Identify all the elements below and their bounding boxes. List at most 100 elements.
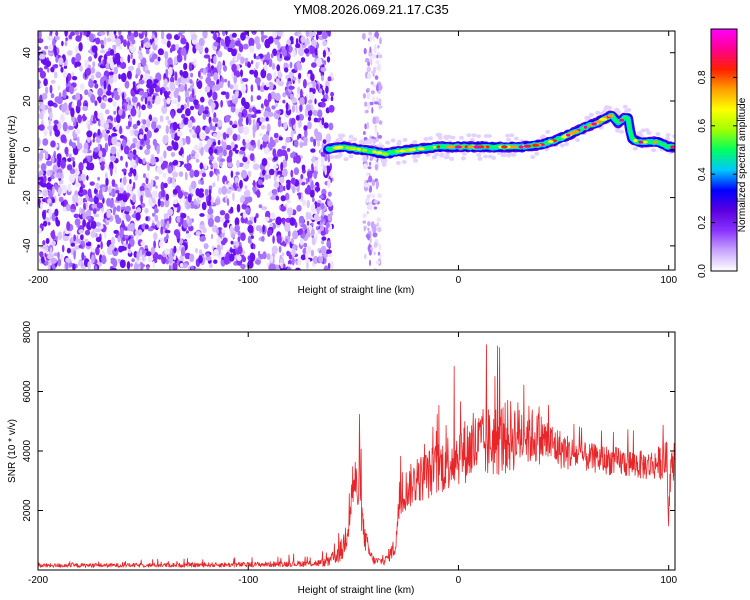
noise-blob — [362, 93, 366, 99]
signal-peak — [345, 146, 351, 150]
noise-blob — [255, 213, 259, 219]
noise-blob — [165, 125, 169, 135]
noise-blob — [363, 47, 367, 55]
noise-blob — [208, 185, 213, 190]
noise-blob — [87, 155, 91, 163]
noise-blob — [201, 172, 207, 178]
noise-blob — [190, 265, 195, 270]
noise-blob — [93, 196, 99, 205]
noise-blob — [97, 112, 104, 120]
noise-blob — [106, 197, 112, 207]
signal-halo-blob — [470, 137, 475, 142]
noise-blob — [297, 119, 302, 129]
noise-blob — [139, 185, 145, 192]
noise-blob — [45, 60, 52, 68]
noise-blob — [372, 225, 377, 233]
noise-blob — [180, 212, 187, 219]
noise-blob — [373, 199, 379, 204]
noise-blob — [245, 116, 249, 126]
noise-blob — [249, 153, 255, 162]
noise-blob — [44, 260, 49, 266]
noise-blob — [100, 164, 105, 171]
noise-blob — [241, 84, 247, 93]
noise-blob — [139, 249, 143, 258]
noise-blob — [47, 198, 52, 204]
noise-blob — [152, 260, 155, 269]
noise-blob — [315, 233, 318, 243]
noise-blob — [290, 129, 294, 139]
noise-blob — [73, 234, 76, 242]
noise-blob — [226, 127, 233, 136]
noise-blob — [218, 187, 222, 195]
signal-halo-blob — [615, 128, 621, 133]
noise-blob — [362, 213, 367, 219]
noise-blob — [138, 158, 143, 164]
signal-halo-blob — [595, 110, 601, 115]
noise-blob — [120, 155, 123, 161]
noise-blob — [82, 148, 88, 154]
noise-blob — [94, 147, 99, 153]
noise-blob — [112, 100, 117, 107]
signal-halo-blob — [545, 129, 551, 134]
noise-blob — [254, 55, 261, 60]
noise-blob — [250, 94, 254, 103]
noise-blob — [188, 225, 194, 232]
noise-blob — [375, 66, 381, 70]
noise-blob — [217, 51, 223, 58]
noise-blob — [315, 57, 323, 67]
noise-blob — [327, 178, 331, 189]
noise-blob — [370, 58, 373, 66]
noise-blob — [219, 158, 226, 162]
noise-blob — [291, 248, 296, 258]
noise-blob — [230, 106, 236, 113]
noise-blob — [305, 93, 309, 99]
noise-blob — [122, 193, 128, 203]
signal-halo-blob — [343, 157, 349, 162]
noise-blob — [129, 222, 136, 232]
noise-blob — [58, 155, 62, 164]
noise-blob — [152, 41, 156, 49]
noise-blob — [184, 83, 188, 92]
signal-peak — [523, 144, 530, 148]
noise-blob — [221, 185, 228, 195]
noise-blob — [320, 148, 324, 153]
noise-blob — [139, 134, 144, 140]
noise-blob — [166, 145, 173, 151]
noise-blob — [247, 235, 252, 244]
noise-blob — [319, 252, 322, 257]
noise-blob — [372, 232, 378, 238]
signal-halo-blob — [459, 135, 464, 140]
signal-halo-blob — [437, 135, 443, 140]
noise-blob — [248, 107, 253, 113]
signal-peak — [633, 139, 638, 142]
noise-blob — [114, 214, 120, 220]
noise-blob — [233, 75, 238, 84]
noise-blob — [91, 203, 98, 210]
noise-blob — [218, 68, 222, 76]
noise-blob — [296, 92, 301, 99]
noise-blob — [325, 222, 330, 228]
noise-blob — [374, 44, 377, 49]
noise-blob — [44, 45, 49, 50]
noise-blob — [91, 254, 95, 264]
noise-blob — [209, 121, 213, 131]
noise-blob — [130, 53, 133, 60]
noise-blob — [200, 179, 205, 185]
noise-blob — [236, 52, 242, 60]
noise-blob — [165, 258, 170, 265]
noise-blob — [379, 37, 382, 45]
noise-blob — [256, 95, 262, 101]
noise-blob — [320, 240, 325, 245]
noise-blob — [160, 31, 165, 40]
noise-blob — [120, 61, 127, 69]
noise-blob — [367, 227, 370, 231]
noise-blob — [267, 111, 274, 117]
noise-blob — [49, 129, 52, 137]
noise-blob — [296, 135, 300, 140]
noise-blob — [172, 99, 178, 104]
noise-blob — [276, 110, 282, 115]
noise-blob — [146, 118, 151, 128]
noise-blob — [253, 69, 259, 78]
signal-peak — [599, 117, 607, 121]
